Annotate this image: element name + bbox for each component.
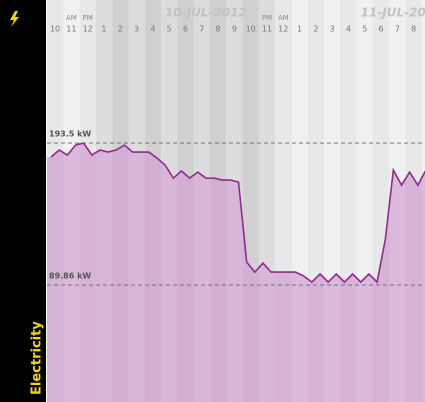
column-tint bbox=[389, 0, 406, 402]
x-tick-label: 3 bbox=[330, 25, 335, 34]
meridiem-label: AM bbox=[66, 14, 77, 22]
column-tint bbox=[258, 0, 276, 402]
x-tick-label: 8 bbox=[411, 25, 416, 34]
date-label: 10-JUL-2012 bbox=[165, 6, 247, 20]
x-tick-label: 4 bbox=[150, 25, 155, 34]
column-tint bbox=[324, 0, 341, 402]
x-tick-label: 5 bbox=[362, 25, 367, 34]
column-tint bbox=[161, 0, 178, 402]
sidebar-label: Electricity bbox=[30, 321, 45, 395]
x-tick-label: 5 bbox=[167, 25, 172, 34]
x-tick-label: 10 bbox=[246, 25, 256, 34]
x-tick-label: 7 bbox=[199, 25, 204, 34]
x-tick-label: 10 bbox=[50, 25, 60, 34]
x-tick-label: 6 bbox=[183, 25, 188, 34]
x-tick-label: 12 bbox=[278, 25, 288, 34]
x-tick-label: 6 bbox=[379, 25, 384, 34]
date-label: 11-JUL-2012 bbox=[361, 6, 425, 20]
column-tint bbox=[193, 0, 210, 402]
x-tick-label: 3 bbox=[134, 25, 139, 34]
column-tint bbox=[356, 0, 373, 402]
x-tick-label: 4 bbox=[346, 25, 351, 34]
x-tick-label: 1 bbox=[297, 25, 302, 34]
x-tick-label: 9 bbox=[232, 25, 237, 34]
column-tint bbox=[421, 0, 425, 402]
line bbox=[50, 142, 425, 284]
area bbox=[47, 143, 425, 402]
x-tick-label: 7 bbox=[395, 25, 400, 34]
column-tint bbox=[63, 0, 80, 402]
electricity-icon bbox=[10, 11, 19, 27]
column-tint bbox=[226, 0, 243, 402]
y-tick-label: 193.5 kW bbox=[49, 130, 91, 139]
column-tint bbox=[95, 0, 113, 402]
y-tick-label: 89.86 kW bbox=[49, 272, 91, 281]
x-tick-label: 2 bbox=[118, 25, 123, 34]
x-tick-label: 11 bbox=[66, 25, 76, 34]
x-tick-label: 2 bbox=[313, 25, 318, 34]
column-tint bbox=[128, 0, 145, 402]
meridiem-label: PM bbox=[262, 14, 272, 22]
x-tick-label: 8 bbox=[216, 25, 221, 34]
meridiem-label: PM bbox=[83, 14, 93, 22]
sidebar bbox=[0, 0, 46, 402]
x-tick-label: 1 bbox=[101, 25, 106, 34]
meridiem-label: AM bbox=[278, 14, 289, 22]
x-tick-label: 12 bbox=[83, 25, 93, 34]
column-tint bbox=[291, 0, 308, 402]
x-tick-label: 11 bbox=[262, 25, 272, 34]
